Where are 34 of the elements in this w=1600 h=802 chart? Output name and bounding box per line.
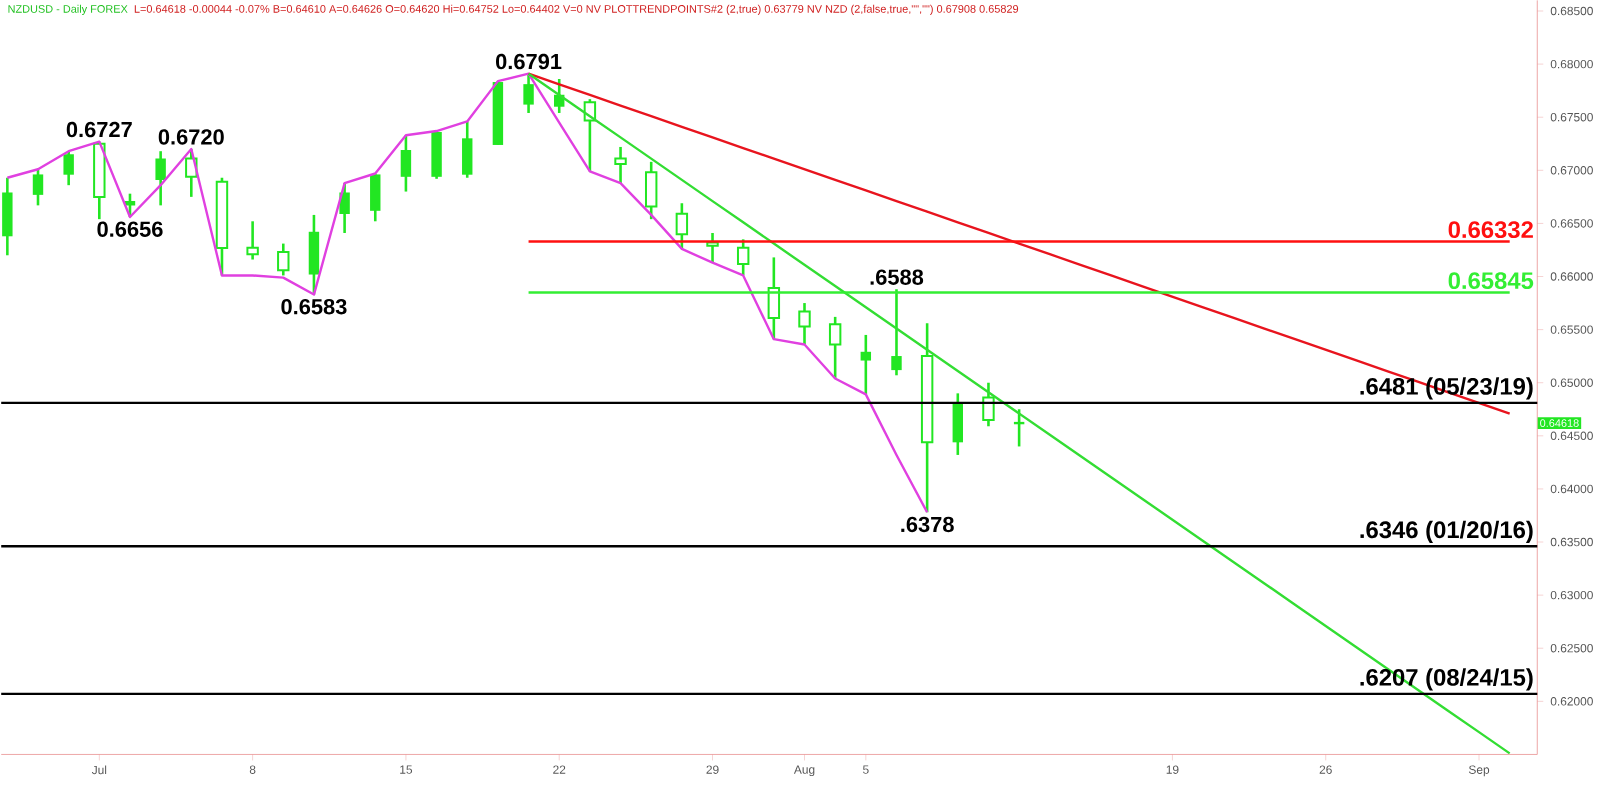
candlestick bbox=[675, 201, 689, 251]
annotation: 0.6583 bbox=[281, 298, 347, 315]
candlestick bbox=[2, 176, 13, 257]
annotation: .6588 bbox=[870, 269, 924, 285]
candlestick bbox=[246, 219, 259, 261]
candlestick bbox=[828, 315, 842, 380]
candlestick bbox=[155, 149, 166, 207]
candlestick bbox=[644, 160, 658, 221]
candlestick bbox=[952, 391, 964, 457]
candlestick bbox=[63, 149, 74, 187]
candlestick bbox=[614, 145, 627, 185]
candlestick bbox=[523, 72, 534, 115]
candlestick bbox=[462, 120, 473, 179]
annotation: 0.6656 bbox=[97, 221, 163, 237]
candlestick bbox=[339, 181, 350, 235]
annotation: .6378 bbox=[901, 516, 954, 533]
candlestick bbox=[982, 381, 995, 428]
candlestick bbox=[32, 167, 44, 207]
annotation: 0.6727 bbox=[66, 121, 132, 138]
annotation: 0.6720 bbox=[158, 129, 224, 145]
series-label: 0.66332 bbox=[1448, 221, 1533, 238]
candlestick bbox=[277, 242, 290, 277]
candlestick bbox=[891, 287, 902, 377]
candlestick bbox=[736, 237, 750, 277]
candlestick bbox=[370, 172, 381, 223]
series-label: 0.65845 bbox=[1448, 272, 1534, 289]
candlestick bbox=[860, 333, 872, 396]
candlestick bbox=[308, 213, 320, 296]
line-series bbox=[6, 72, 929, 514]
candlestick bbox=[431, 129, 442, 180]
ref-line-label: .6346 (01/20/16) bbox=[1360, 520, 1533, 543]
annotation: 0.6791 bbox=[496, 53, 562, 70]
candlestick bbox=[798, 301, 811, 346]
candlestick bbox=[400, 133, 412, 193]
